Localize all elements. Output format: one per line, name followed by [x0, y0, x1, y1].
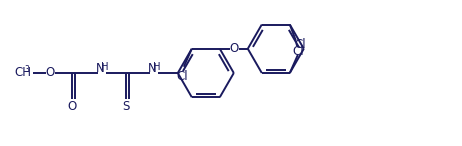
- Text: Cl: Cl: [294, 39, 305, 52]
- Text: H: H: [153, 62, 160, 72]
- Text: CH: CH: [14, 66, 31, 80]
- Text: N: N: [147, 62, 156, 75]
- Text: 3: 3: [24, 66, 29, 74]
- Text: O: O: [45, 66, 55, 80]
- Text: S: S: [122, 100, 129, 113]
- Text: Cl: Cl: [292, 45, 304, 58]
- Text: O: O: [229, 42, 238, 55]
- Text: N: N: [96, 62, 104, 75]
- Text: Cl: Cl: [176, 70, 188, 83]
- Text: H: H: [101, 62, 108, 72]
- Text: O: O: [67, 100, 76, 113]
